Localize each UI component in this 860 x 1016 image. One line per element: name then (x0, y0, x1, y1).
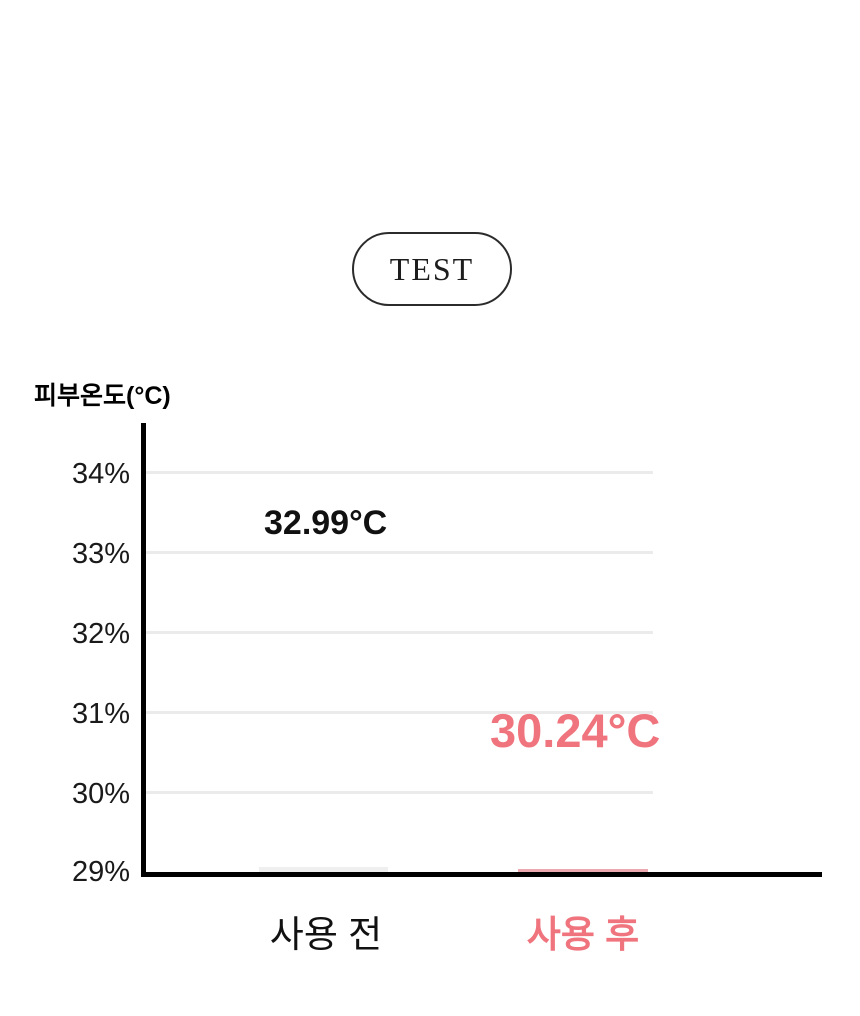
gridline (146, 551, 653, 554)
y-tick-label: 34% (71, 458, 130, 490)
x-axis-line (141, 872, 822, 877)
y-axis-title: 피부온도(°C) (34, 382, 171, 410)
x-label-after: 사용 후 (526, 914, 640, 955)
y-tick-label: 32% (71, 618, 130, 650)
gridline (146, 631, 653, 634)
y-tick-label: 29% (71, 856, 130, 888)
bar-after (518, 869, 648, 872)
value-label-before: 32.99°C (264, 504, 388, 542)
test-badge-label: TEST (389, 250, 475, 287)
y-tick-label: 30% (71, 778, 130, 810)
y-tick-label: 31% (71, 698, 130, 730)
gridline (146, 471, 653, 474)
test-badge: TEST (352, 232, 512, 306)
gridline (146, 711, 653, 714)
bar-before (259, 867, 388, 872)
x-label-before: 사용 전 (269, 914, 383, 955)
gridline (146, 791, 653, 794)
y-axis-line (141, 423, 146, 877)
y-tick-label: 33% (71, 538, 130, 570)
value-label-after: 30.24°C (490, 704, 661, 757)
